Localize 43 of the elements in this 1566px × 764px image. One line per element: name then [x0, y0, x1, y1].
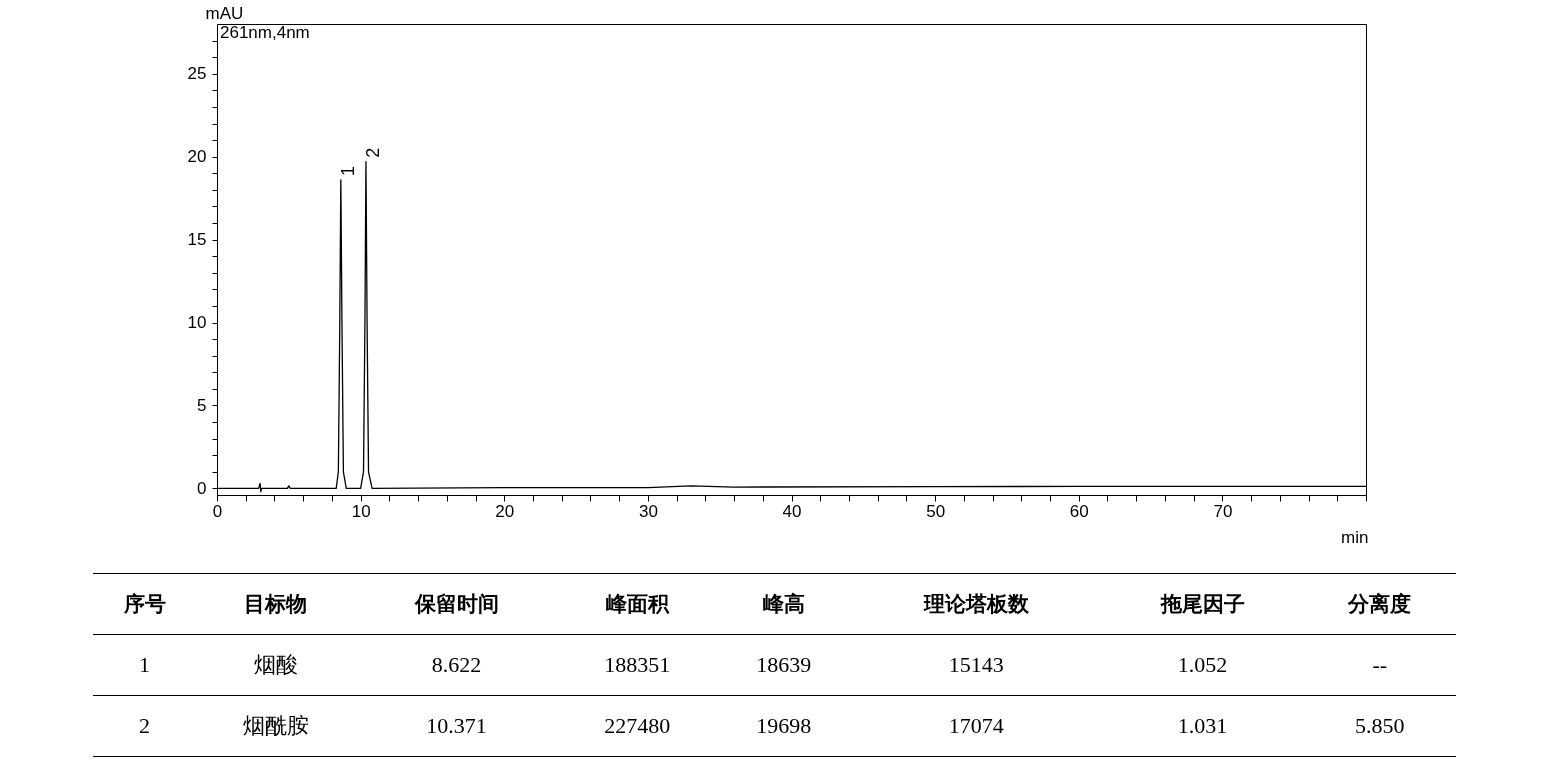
- text: 188351: [604, 652, 671, 677]
- text: 8.622: [431, 652, 482, 677]
- text: 烟酰胺: [242, 713, 309, 738]
- text: 1: [139, 652, 151, 677]
- x-tick-label: 70: [1213, 501, 1233, 521]
- category-label: 保留时间: [355, 573, 558, 635]
- text: 227480: [604, 713, 671, 738]
- text: 15143: [948, 652, 1004, 677]
- category-label: 峰高: [717, 573, 851, 635]
- category-label: 序号: [93, 573, 197, 635]
- x-tick-label: 60: [1069, 501, 1089, 521]
- text: 5.850: [1354, 713, 1405, 738]
- text: 18639: [756, 652, 812, 677]
- y-tick-label: 0: [197, 478, 207, 498]
- annotation: 2: [362, 147, 383, 158]
- x-axis-title: min: [1341, 527, 1369, 547]
- category-label: 峰面积: [557, 573, 717, 635]
- category-label: 分离度: [1303, 573, 1456, 635]
- y-axis-title: mAU: [205, 3, 244, 23]
- annotation: 1: [337, 165, 358, 176]
- text: 1.052: [1177, 652, 1228, 677]
- y-tick-label: 25: [187, 64, 207, 84]
- text: 1.031: [1177, 713, 1228, 738]
- text: --: [1372, 652, 1388, 677]
- y-tick-label: 5: [197, 395, 207, 415]
- annotation: 261nm,4nm: [220, 23, 310, 42]
- y-tick-label: 15: [187, 230, 207, 250]
- x-tick-label: 50: [926, 501, 946, 521]
- text: 10.371: [426, 713, 487, 738]
- text: 19698: [756, 713, 812, 738]
- text: 17074: [948, 713, 1004, 738]
- text: 2: [139, 713, 151, 738]
- x-tick-label: 30: [638, 501, 658, 521]
- category-label: 理论塔板数: [850, 573, 1102, 635]
- x-tick-label: 40: [782, 501, 802, 521]
- x-tick-label: 0: [212, 501, 223, 521]
- y-tick-label: 20: [187, 147, 207, 167]
- category-label: 目标物: [196, 573, 356, 635]
- y-tick-label: 10: [187, 313, 207, 333]
- x-tick-label: 20: [495, 501, 515, 521]
- category-label: 拖尾因子: [1101, 573, 1304, 635]
- text: 烟酸: [253, 652, 298, 677]
- x-tick-label: 10: [351, 501, 371, 521]
